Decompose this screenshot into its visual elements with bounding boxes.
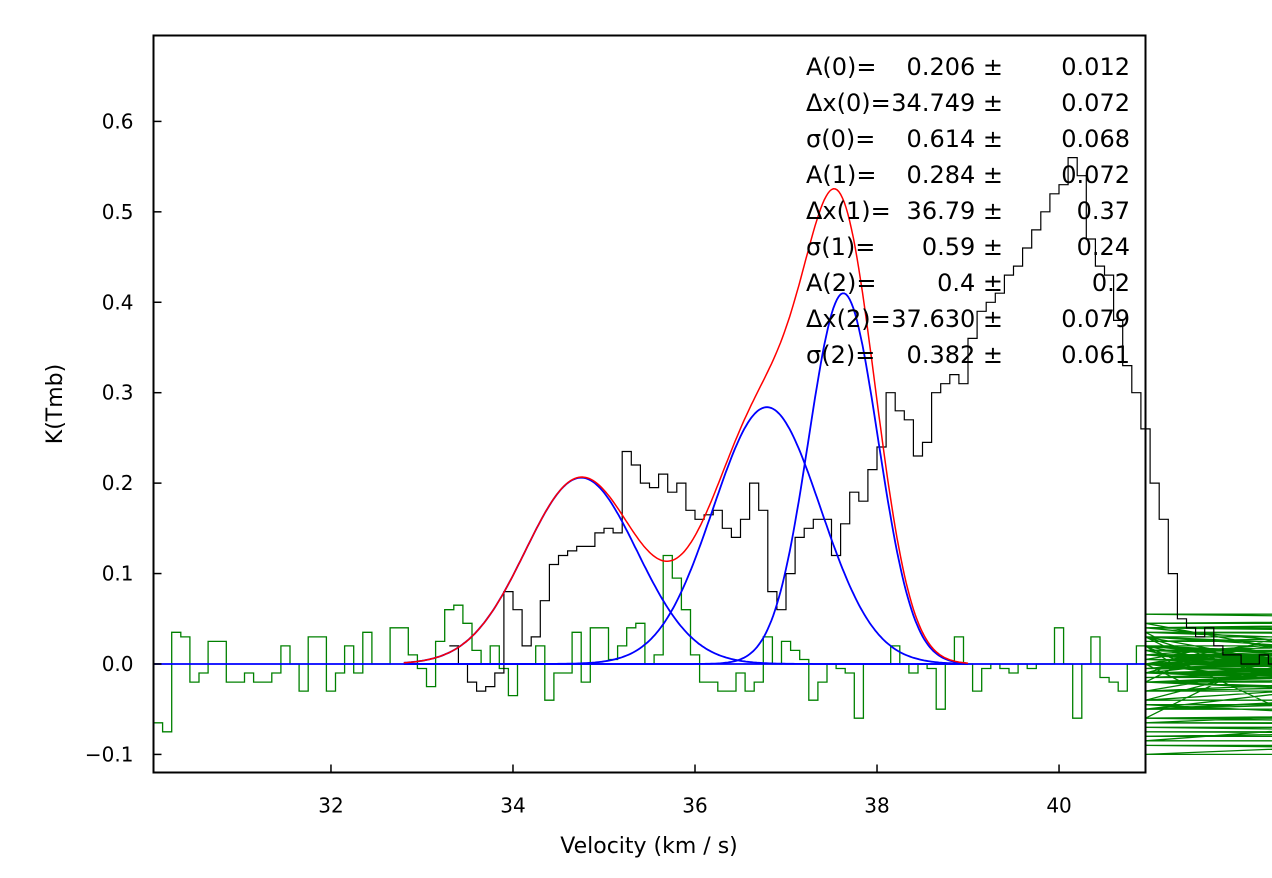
x-tick-label: 40: [1046, 794, 1071, 818]
fit-param-label: Δx(2)=: [806, 305, 891, 333]
observed-spectrum: [449, 157, 1272, 692]
fit-param-value: 0.614 ±: [907, 125, 1003, 153]
plot-area: [153, 157, 1272, 756]
fit-param-error: 0.068: [1061, 125, 1130, 153]
fit-param-error: 0.37: [1077, 197, 1130, 225]
fit-param-error: 0.072: [1061, 89, 1130, 117]
fit-param-value: 36.79 ±: [907, 197, 1003, 225]
gaussian-component-2: [403, 292, 969, 665]
x-tick-label: 36: [682, 794, 707, 818]
fit-param-label: σ(1)=: [806, 233, 875, 261]
fit-param-error: 0.061: [1061, 341, 1130, 369]
x-tick-label: 38: [864, 794, 889, 818]
fit-param-error: 0.079: [1061, 305, 1130, 333]
fit-parameters: A(0)= 0.206 ± 0.012 Δx(0)= 34.749 ± 0.072 σ(0)…: [806, 53, 1130, 369]
fit-param-value: 0.206 ±: [907, 53, 1003, 81]
y-tick-label: 0.2: [102, 471, 134, 495]
residual-spectrum: [153, 554, 1272, 756]
y-tick-label: 0.0: [102, 652, 134, 676]
fit-param-error: 0.24: [1077, 233, 1130, 261]
fit-param-value: 34.749 ±: [891, 89, 1003, 117]
x-tick-label: 32: [318, 794, 343, 818]
fit-param-label: Δx(1)=: [806, 197, 891, 225]
y-tick-label: 0.1: [102, 562, 134, 586]
fit-param-label: A(2)=: [806, 269, 877, 297]
y-tick-label: −0.1: [85, 742, 134, 766]
plot-frame: [152, 34, 1147, 774]
fit-param-error: 0.012: [1061, 53, 1130, 81]
y-tick-label: 0.5: [102, 200, 134, 224]
y-tick-label: 0.6: [102, 109, 134, 133]
fit-param-value: 0.59 ±: [922, 233, 1003, 261]
fit-param-label: A(0)=: [806, 53, 877, 81]
fit-param-error: 0.072: [1061, 161, 1130, 189]
fit-param-value: 0.284 ±: [907, 161, 1003, 189]
y-axis: −0.1 0.0 0.1 0.2 0.3 0.4 0.5 0.6: [85, 109, 162, 766]
fit-param-error: 0.2: [1092, 269, 1130, 297]
y-axis-title: K(Tmb): [43, 364, 68, 444]
y-tick-label: 0.3: [102, 381, 134, 405]
x-tick-label: 34: [500, 794, 525, 818]
fit-param-value: 0.4 ±: [937, 269, 1003, 297]
total-fit: [403, 188, 969, 664]
x-axis-title: Velocity (km / s): [560, 834, 738, 859]
x-axis: 32 34 36 38 40: [318, 764, 1072, 818]
fit-param-label: σ(2)=: [806, 341, 875, 369]
fit-param-label: A(1)=: [806, 161, 877, 189]
fit-param-label: σ(0)=: [806, 125, 875, 153]
y-tick-label: 0.4: [102, 290, 134, 314]
fit-param-label: Δx(0)=: [806, 89, 891, 117]
fit-param-value: 37.630 ±: [891, 305, 1003, 333]
fit-param-value: 0.382 ±: [907, 341, 1003, 369]
